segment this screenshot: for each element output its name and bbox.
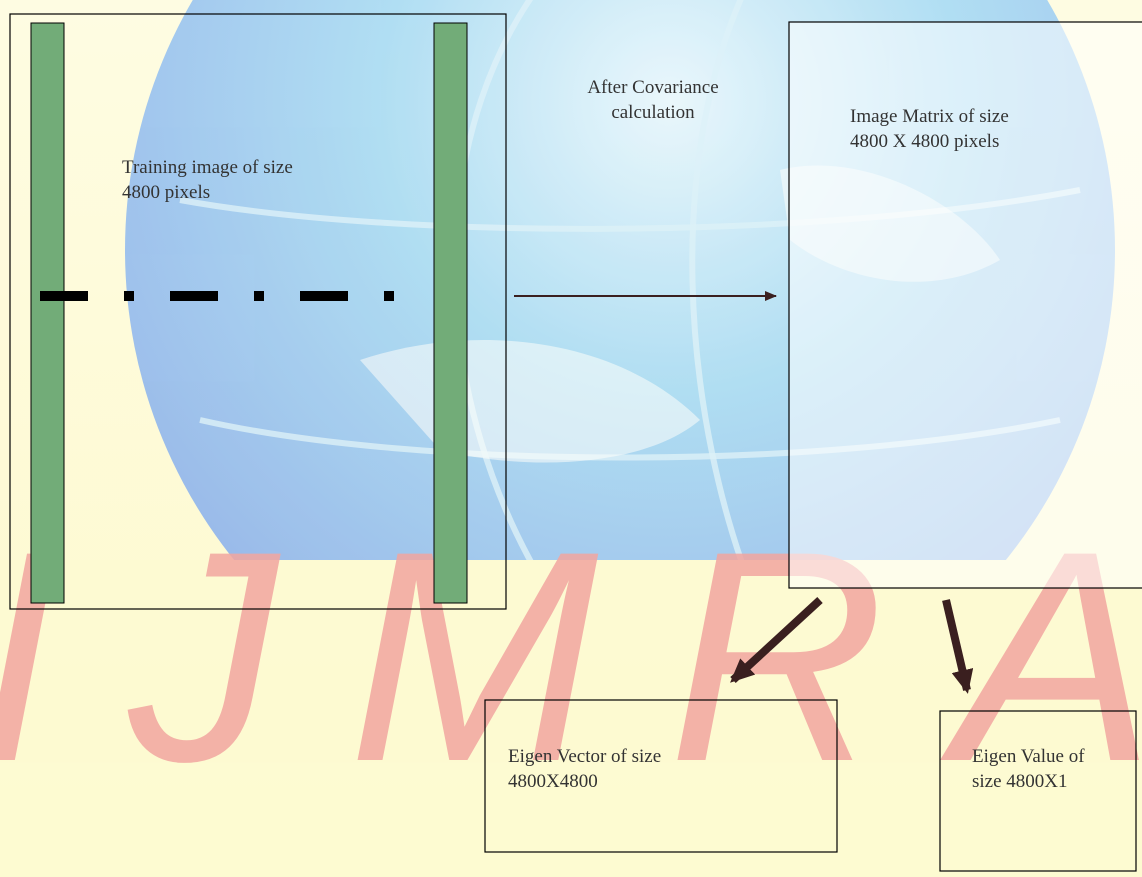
arrow-label: After Covariance calculation: [587, 77, 719, 123]
eigen-value-label: Eigen Value of size 4800X1: [972, 746, 1085, 792]
eigen-vector-box: [484, 699, 838, 853]
image-matrix-box: [788, 21, 1142, 589]
eigen-vector-arrow: [730, 597, 823, 683]
training-image-box: [9, 13, 507, 610]
training-image-label: Training image of size 4800 pixels: [122, 157, 293, 203]
eigen-vector-label: Eigen Vector of size 4800X4800: [508, 746, 662, 792]
image-matrix-label: Image Matrix of size 4800 X 4800 pixels: [850, 106, 1009, 152]
eigen-value-arrow: [942, 599, 974, 694]
left-green-bar: [30, 22, 65, 604]
eigen-value-box: [939, 710, 1137, 872]
right-green-bar: [433, 22, 468, 604]
